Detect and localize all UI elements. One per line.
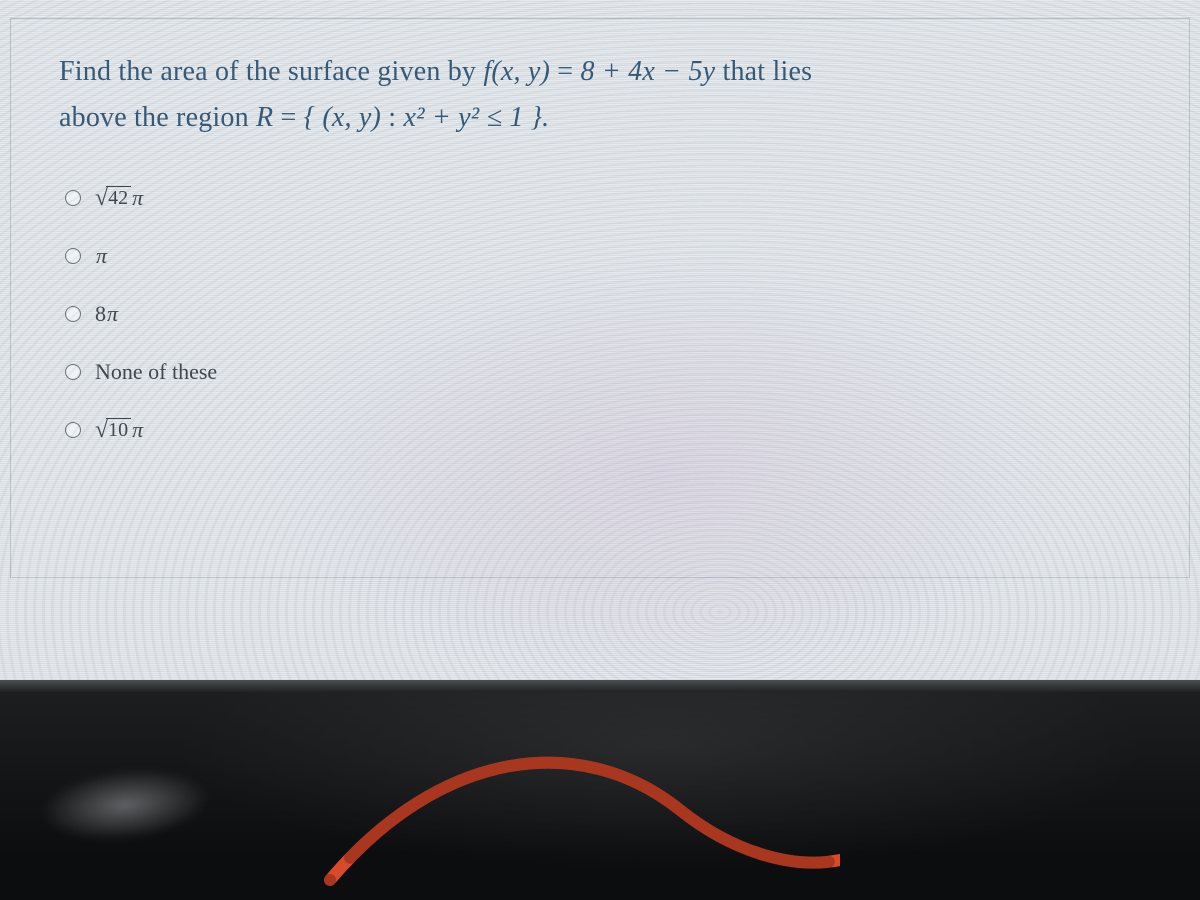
prompt-text-1: Find the area of the surface given by <box>59 56 483 87</box>
option-label: None of these <box>95 359 217 385</box>
radio-icon <box>65 248 81 264</box>
set-colon: : <box>388 102 403 133</box>
below-monitor-area <box>0 680 1200 900</box>
options-list: √ 42 π π 8π None of th <box>59 185 1157 443</box>
desk-reflection <box>37 761 213 848</box>
equals-1: = <box>557 56 580 87</box>
radio-icon <box>65 190 81 206</box>
set-pair: (x, y) <box>322 102 381 133</box>
orange-cable <box>320 740 840 890</box>
region-sym: R <box>256 102 273 133</box>
option-label: 8π <box>95 301 118 327</box>
equals-2: = <box>281 102 304 133</box>
option-sqrt10pi[interactable]: √ 10 π <box>65 417 1157 443</box>
set-close: }. <box>531 102 550 133</box>
radicand: 42 <box>106 186 131 210</box>
question-prompt: Find the area of the surface given by f(… <box>59 49 1157 141</box>
sqrt-icon: √ 42 <box>95 186 131 210</box>
option-label: π <box>95 243 107 269</box>
radio-icon <box>65 364 81 380</box>
cable-svg <box>320 740 840 890</box>
question-container: Find the area of the surface given by f(… <box>10 18 1190 578</box>
option-label: √ 10 π <box>95 417 143 443</box>
monitor-bezel <box>0 680 1200 692</box>
set-open: { <box>304 102 315 133</box>
sqrt-icon: √ 10 <box>95 418 131 442</box>
prompt-text-3: above the region <box>59 102 256 133</box>
pi-symbol: π <box>95 243 107 269</box>
set-cond: x² + y² ≤ 1 <box>403 102 523 133</box>
option-label: √ 42 π <box>95 185 143 211</box>
pi-symbol: π <box>131 185 143 211</box>
option-8pi[interactable]: 8π <box>65 301 1157 327</box>
prompt-text-2: that lies <box>723 56 813 87</box>
func-rhs: 8 + 4x − 5y <box>580 56 715 87</box>
coefficient: 8 <box>95 301 106 327</box>
option-pi[interactable]: π <box>65 243 1157 269</box>
cable-shadow <box>330 763 840 880</box>
quiz-screen: Find the area of the surface given by f(… <box>0 0 1200 680</box>
radio-icon <box>65 422 81 438</box>
option-sqrt42pi[interactable]: √ 42 π <box>65 185 1157 211</box>
radicand: 10 <box>106 418 131 442</box>
pi-symbol: π <box>106 301 118 327</box>
option-none[interactable]: None of these <box>65 359 1157 385</box>
pi-symbol: π <box>131 417 143 443</box>
radio-icon <box>65 306 81 322</box>
cable-path <box>330 763 840 880</box>
func-lhs: f(x, y) <box>483 56 550 87</box>
